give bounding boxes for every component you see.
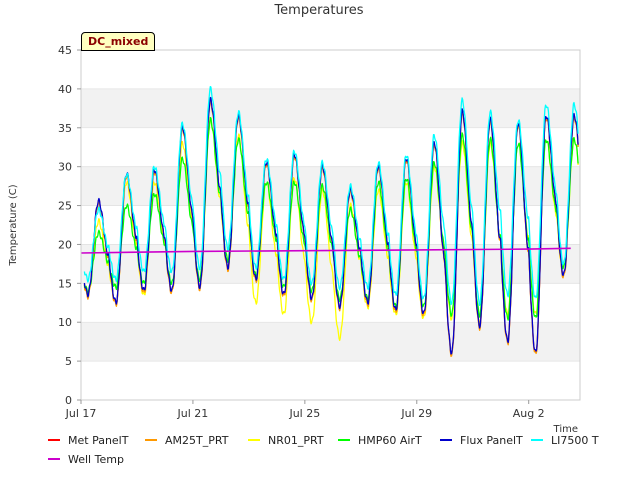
grid-band (81, 322, 580, 362)
grid-band (81, 127, 580, 167)
grid-band (81, 361, 580, 400)
legend-item: HMP60 AirT (338, 434, 422, 448)
grid-band (81, 283, 580, 323)
y-tick-label: 25 (58, 200, 72, 213)
legend-swatch (440, 439, 452, 441)
legend-item: LI7500 T (531, 434, 599, 448)
plot-area (80, 85, 579, 358)
axes: 0 5 10 15 20 25 30 35 40 45 Jul 17 Jul 21 Jul 25 Jul … (58, 44, 581, 420)
series-line-flux-panelt (83, 96, 579, 355)
plot-frame (80, 49, 581, 401)
y-tick-label: 15 (58, 277, 72, 290)
x-tick-label: Jul 17 (65, 407, 97, 420)
legend-swatch (48, 458, 60, 460)
y-tick-label: 40 (58, 83, 72, 96)
x-axis-label: Time (553, 424, 578, 435)
x-tick-label: Aug 2 (513, 407, 545, 420)
legend-item: Well Temp (48, 453, 124, 467)
y-tick-label: 35 (58, 122, 72, 135)
legend-label: Flux PanelT (460, 434, 523, 447)
legend-item: NR01_PRT (248, 434, 324, 448)
legend-swatch (145, 439, 157, 441)
y-tick-label: 0 (65, 394, 72, 407)
series-line-li7500-t (83, 85, 579, 307)
legend-item: Met PanelT (48, 434, 128, 448)
legend-label: AM25T_PRT (165, 434, 229, 447)
legend-label: Met PanelT (68, 434, 129, 447)
y-tick-label: 10 (58, 316, 72, 329)
x-tick-label: Jul 21 (177, 407, 209, 420)
station-badge: DC_mixed (81, 32, 156, 51)
legend-item: AM25T_PRT (145, 434, 228, 448)
legend-swatch (531, 439, 543, 441)
y-tick-label: 30 (58, 161, 72, 174)
grid-band (81, 50, 580, 89)
legend-swatch (248, 439, 260, 441)
series-line-well-temp (80, 247, 571, 254)
legend-label: NR01_PRT (268, 434, 324, 447)
y-axis-label: Temperature (C) (8, 184, 19, 266)
legend-swatch (338, 439, 350, 441)
x-tick-label: Jul 25 (288, 407, 320, 420)
y-tick-label: 5 (65, 355, 72, 368)
y-tick-label: 20 (58, 238, 72, 251)
legend-swatch (48, 439, 60, 441)
legend-label: HMP60 AirT (358, 434, 422, 447)
legend-item: Flux PanelT (440, 434, 523, 448)
legend-label: LI7500 T (551, 434, 599, 447)
grid-band (81, 88, 580, 128)
legend-label: Well Temp (68, 453, 124, 466)
y-tick-label: 45 (58, 44, 72, 57)
x-tick-label: Jul 29 (400, 407, 432, 420)
chart-title: Temperatures (273, 3, 363, 18)
